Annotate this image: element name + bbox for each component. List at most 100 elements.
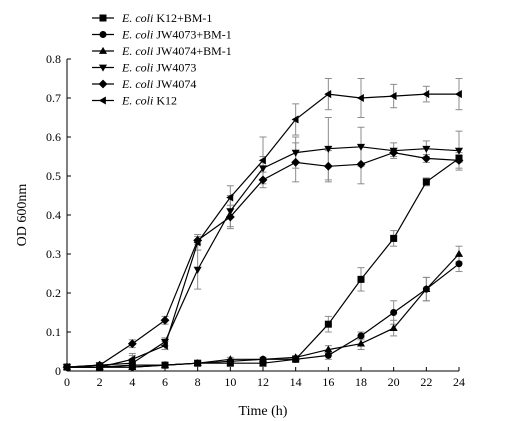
data-point: [128, 355, 136, 364]
data-point: [389, 92, 397, 101]
x-tick-label: 20: [388, 375, 400, 389]
data-point: [324, 345, 333, 353]
data-point: [258, 175, 268, 185]
data-point: [226, 193, 234, 202]
data-point: [226, 208, 235, 216]
legend-label-italic: E. coli: [121, 28, 153, 42]
data-point: [421, 154, 431, 163]
data-point: [225, 212, 235, 222]
legend-label: E. coli JW4074: [121, 77, 196, 91]
legend-marker: [99, 14, 107, 22]
legend-marker: [99, 30, 107, 38]
data-point: [356, 143, 366, 151]
x-tick-label: 4: [129, 375, 135, 389]
data-point: [454, 147, 464, 155]
data-point: [422, 90, 430, 99]
y-tick-label: 0.8: [46, 52, 61, 66]
legend-entry: E. coli JW4073: [92, 61, 196, 75]
legend-label-strain: K12: [153, 94, 177, 108]
y-axis-title: OD 600nm: [15, 184, 30, 247]
data-point: [324, 90, 332, 99]
legend-label-italic: E. coli: [121, 11, 153, 25]
series-line-1: [67, 157, 460, 368]
y-tick-label: 0.1: [46, 325, 61, 339]
x-tick-label: 22: [420, 375, 432, 389]
data-point: [454, 249, 464, 257]
x-tick-label: 10: [224, 375, 236, 389]
legend-label-italic: E. coli: [121, 94, 153, 108]
legend-label-strain: JW4074+BM-1: [153, 44, 231, 58]
legend-marker: [98, 46, 108, 54]
legend-entry: E. coli JW4074: [92, 77, 196, 91]
data-point: [356, 159, 366, 169]
x-tick-label: 16: [322, 375, 334, 389]
data-point: [291, 353, 300, 361]
data-point: [324, 320, 332, 328]
series-line-6: [67, 93, 459, 368]
data-point: [454, 155, 464, 165]
data-point: [226, 355, 235, 363]
data-point: [357, 332, 365, 340]
data-point: [455, 260, 463, 268]
series-line-3: [67, 253, 460, 368]
legend-entry: E. coli K12: [92, 94, 177, 108]
legend-entry: E. coli K12+BM-1: [92, 11, 212, 25]
legend-marker: [98, 79, 108, 89]
data-point: [389, 323, 398, 331]
data-point: [422, 284, 431, 292]
data-point: [193, 266, 202, 274]
data-point: [454, 90, 462, 99]
legend-label-strain: JW4074: [153, 77, 196, 91]
data-point: [323, 161, 333, 171]
legend-label-strain: JW4073: [153, 61, 196, 75]
y-tick-label: 0.3: [46, 247, 61, 261]
y-tick-label: 0.7: [46, 91, 61, 105]
legend-label: E. coli JW4073+BM-1: [121, 28, 232, 42]
legend: E. coli K12+BM-1E. coli JW4073+BM-1E. co…: [92, 11, 232, 108]
x-tick-label: 18: [355, 375, 367, 389]
y-tick-label: 0.2: [46, 286, 61, 300]
y-tick-label: 0: [55, 364, 61, 378]
x-tick-label: 2: [97, 375, 103, 389]
y-tick-label: 0.6: [46, 130, 61, 144]
x-tick-label: 6: [162, 375, 168, 389]
legend-label: E. coli JW4074+BM-1: [121, 44, 232, 58]
legend-label: E. coli K12: [121, 94, 177, 108]
series-lines: [66, 93, 460, 368]
data-point: [291, 149, 300, 157]
series-line-2: [67, 263, 460, 368]
legend-label-strain: JW4073+BM-1: [153, 28, 231, 42]
legend-label-italic: E. coli: [121, 44, 153, 58]
data-point: [422, 178, 430, 186]
data-point: [324, 145, 333, 153]
x-ticks: 0 2 4 6 8 10 12 14 16 18 20 22 24: [64, 367, 465, 389]
x-tick-label: 8: [195, 375, 201, 389]
data-point: [160, 338, 170, 346]
data-markers: [62, 90, 464, 372]
data-point: [258, 165, 268, 173]
legend-label-strain: K12+BM-1: [153, 11, 212, 25]
legend-entry: E. coli JW4074+BM-1: [92, 44, 232, 58]
legend-label: E. coli JW4073: [121, 61, 196, 75]
y-ticks: 0 0.1 0.2 0.3 0.4 0.5 0.6 0.7 0.8: [46, 52, 71, 378]
data-point: [160, 341, 168, 350]
error-bars: [63, 78, 463, 372]
x-tick-label: 0: [64, 375, 70, 389]
x-tick-label: 24: [453, 375, 465, 389]
legend-marker: [98, 64, 108, 72]
data-point: [389, 148, 399, 158]
data-point: [258, 156, 266, 165]
legend-label-italic: E. coli: [121, 61, 153, 75]
data-point: [390, 308, 398, 316]
data-point: [291, 115, 299, 124]
y-tick-label: 0.5: [46, 169, 61, 183]
x-tick-label: 14: [290, 375, 302, 389]
data-point: [356, 339, 366, 347]
data-point: [258, 355, 268, 363]
legend-label-italic: E. coli: [121, 77, 153, 91]
data-point: [160, 315, 170, 325]
data-point: [356, 93, 364, 103]
data-point: [324, 351, 332, 359]
data-point: [193, 238, 201, 247]
